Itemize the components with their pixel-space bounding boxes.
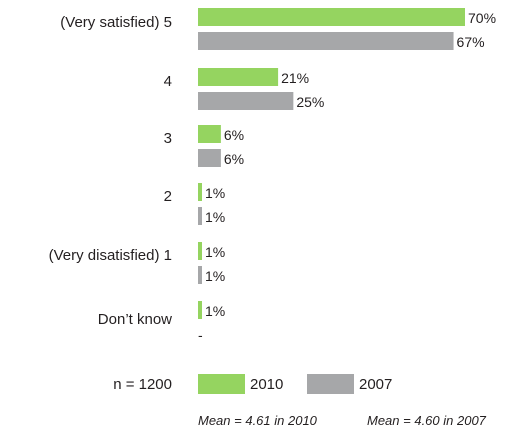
bar-2007-0 [198, 32, 454, 50]
bar-2010-4 [198, 242, 202, 260]
data-label-2007-3: 1% [205, 209, 225, 225]
data-label-2007-2: 6% [224, 151, 244, 167]
sample-size-label: n = 1200 [113, 376, 172, 393]
bar-2010-5 [198, 301, 202, 319]
legend-swatch-2010 [198, 374, 245, 394]
data-label-2010-2: 6% [224, 127, 244, 143]
data-label-2010-3: 1% [205, 185, 225, 201]
bars-group: (Very satisfied) 5 70%67%4 21%25%3 6%6%2 1%1… [49, 8, 496, 343]
legend: n = 1200 2010 2007 [113, 374, 392, 394]
category-label-don-t-know: Don’t know [98, 311, 172, 328]
bar-2010-1 [198, 68, 279, 86]
data-label-2010-4: 1% [205, 244, 225, 260]
mean-note-2007: Mean = 4.60 in 2007 [367, 413, 487, 428]
bar-2007-3 [198, 207, 202, 225]
category-label-3: 3 [164, 130, 172, 147]
legend-swatch-2007 [307, 374, 354, 394]
data-label-2010-5: 1% [205, 303, 225, 319]
data-label-2007-1: 25% [296, 94, 324, 110]
data-label-2010-0: 70% [468, 10, 496, 26]
bar-2010-2 [198, 125, 221, 143]
data-label-2007-4: 1% [205, 268, 225, 284]
legend-label-2010: 2010 [250, 376, 283, 393]
bar-2010-3 [198, 183, 202, 201]
data-label-2007-0: 67% [457, 34, 485, 50]
bar-2007-2 [198, 149, 221, 167]
data-label-2010-1: 21% [281, 70, 309, 86]
mean-note-2010: Mean = 4.61 in 2010 [198, 413, 318, 428]
bar-2007-1 [198, 92, 294, 110]
legend-label-2007: 2007 [359, 376, 392, 393]
category-label-2: 2 [164, 188, 172, 205]
bar-2007-4 [198, 266, 202, 284]
bar-2010-0 [198, 8, 465, 26]
category-label-very-disatisfied-1: (Very disatisfied) 1 [49, 247, 172, 264]
data-label-2007-5: - [198, 327, 203, 343]
category-label-4: 4 [164, 73, 172, 90]
category-label-very-satisfied-5: (Very satisfied) 5 [60, 14, 172, 31]
